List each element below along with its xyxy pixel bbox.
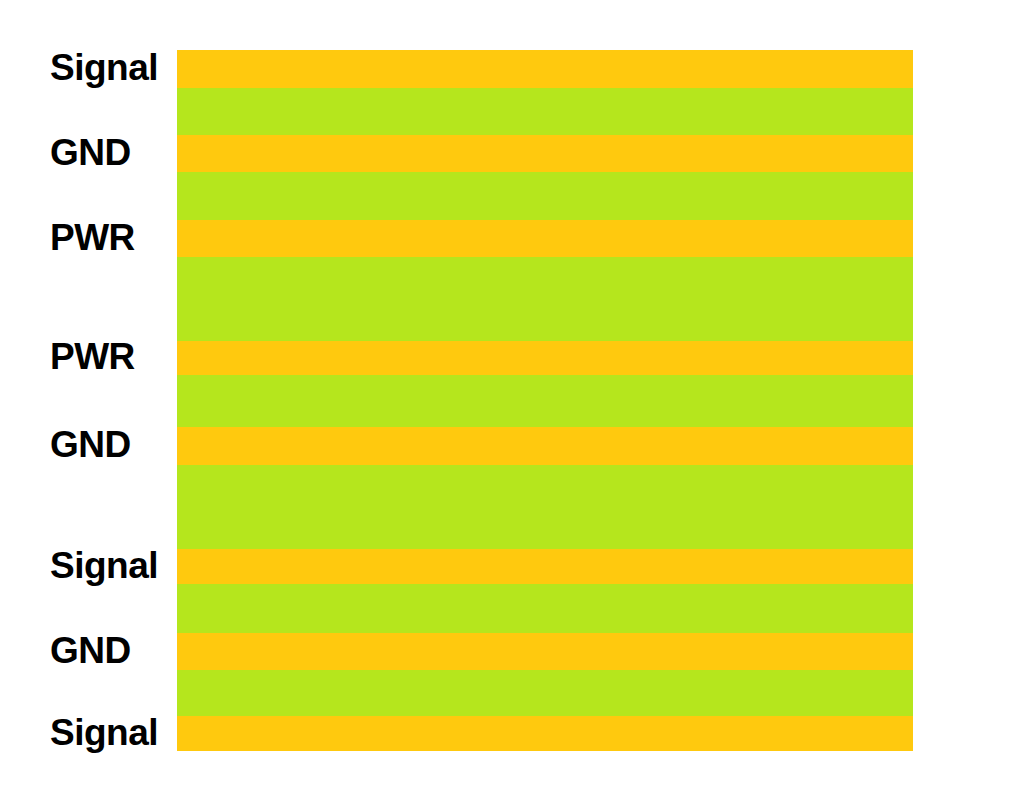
copper-layer-band [177, 427, 913, 465]
dielectric-layer-band [177, 88, 913, 135]
copper-layer-band [177, 50, 913, 88]
copper-layer-band [177, 633, 913, 670]
layer-label: Signal [50, 547, 158, 584]
dielectric-layer-band [177, 375, 913, 427]
dielectric-layer-band [177, 465, 913, 549]
copper-layer-band [177, 135, 913, 172]
copper-layer-band [177, 220, 913, 257]
layer-stack [177, 50, 913, 751]
dielectric-layer-band [177, 257, 913, 341]
copper-layer-band [177, 549, 913, 584]
dielectric-layer-band [177, 584, 913, 633]
layer-label: Signal [50, 49, 158, 86]
layer-label: Signal [50, 714, 158, 751]
copper-layer-band [177, 716, 913, 751]
layer-label: PWR [50, 338, 135, 375]
copper-layer-band [177, 341, 913, 375]
dielectric-layer-band [177, 670, 913, 716]
dielectric-layer-band [177, 172, 913, 220]
layer-label: GND [50, 426, 131, 463]
layer-label: GND [50, 632, 131, 669]
layer-label: GND [50, 134, 131, 171]
layer-label: PWR [50, 219, 135, 256]
pcb-stackup-diagram: Signal GND PWR PWR GND Signal GND Signal [0, 0, 1011, 799]
